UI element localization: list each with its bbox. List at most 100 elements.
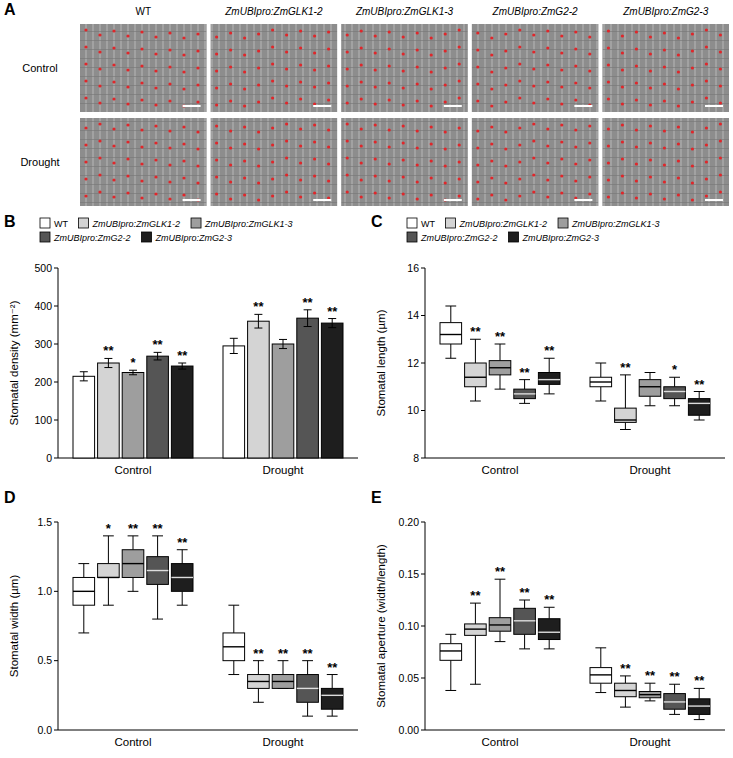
- box: [73, 577, 95, 605]
- whisker-lower: [475, 387, 476, 401]
- median: [73, 591, 95, 592]
- median: [440, 334, 462, 335]
- stoma-marker: [649, 103, 652, 106]
- whisker-lower: [258, 688, 259, 702]
- stoma-marker: [649, 124, 652, 127]
- stoma-marker: [444, 100, 447, 103]
- whisker-cap: [669, 714, 680, 715]
- y-tick-label: 0.0: [37, 724, 52, 736]
- stoma-marker: [663, 129, 666, 132]
- stoma-marker: [677, 193, 680, 196]
- stoma-marker: [140, 98, 143, 101]
- whisker-lower: [450, 660, 451, 690]
- stoma-marker: [84, 28, 87, 31]
- stoma-marker: [140, 179, 143, 182]
- stoma-marker: [560, 174, 563, 177]
- stoma-marker: [215, 158, 218, 161]
- stoma-marker: [663, 31, 666, 34]
- stoma-marker: [635, 179, 638, 182]
- legend-entry: ZmUBIpro:ZmG2-2: [407, 232, 498, 243]
- whisker-upper: [699, 688, 700, 698]
- stoma-marker: [154, 175, 157, 178]
- stoma-marker: [243, 104, 246, 107]
- stoma-marker: [691, 147, 694, 150]
- micrograph: [211, 118, 338, 206]
- y-tick: [421, 315, 425, 316]
- stoma-marker: [215, 86, 218, 89]
- whisker-lower: [233, 661, 234, 675]
- y-tick: [421, 574, 425, 575]
- median: [688, 705, 710, 706]
- error-bar: [254, 314, 262, 328]
- stoma-marker: [196, 66, 199, 69]
- stoma-marker: [546, 29, 549, 32]
- panel-letter: E: [371, 489, 382, 506]
- stoma-marker: [271, 62, 274, 65]
- stoma-marker: [691, 130, 694, 133]
- stoma-marker: [430, 36, 433, 39]
- whisker-upper: [600, 648, 601, 668]
- median: [223, 646, 245, 647]
- stoma-marker: [430, 125, 433, 128]
- stoma-marker: [649, 35, 652, 38]
- stoma-marker: [607, 97, 610, 100]
- stoma-marker: [635, 47, 638, 50]
- stoma-marker: [621, 34, 624, 37]
- stoma-marker: [112, 46, 115, 49]
- stoma-marker: [719, 173, 722, 176]
- stoma-marker: [196, 100, 199, 103]
- stoma-marker: [719, 33, 722, 36]
- stoma-marker: [243, 125, 246, 128]
- stoma-marker: [271, 194, 274, 197]
- stoma-marker: [112, 127, 115, 130]
- significance: **: [520, 585, 531, 600]
- stoma-marker: [313, 51, 316, 54]
- significance: **: [470, 324, 481, 339]
- stoma-marker: [346, 33, 349, 36]
- stoma-marker: [299, 127, 302, 130]
- whisker-lower: [450, 344, 451, 358]
- stoma-marker: [635, 81, 638, 84]
- annotations: *************: [470, 324, 705, 391]
- median: [122, 563, 144, 564]
- stoma-marker: [374, 68, 377, 71]
- stoma-marker: [490, 176, 493, 179]
- marks: [440, 579, 710, 719]
- stoma-marker: [458, 177, 461, 180]
- stoma-marker: [458, 143, 461, 146]
- whisker-lower: [307, 702, 308, 716]
- stoma-marker: [677, 142, 680, 145]
- y-tick-label: 12: [407, 357, 419, 369]
- stoma-marker: [168, 129, 171, 132]
- stoma-marker: [285, 173, 288, 176]
- stoma-marker: [705, 126, 708, 129]
- column-label: ZmUBIpro:ZmG2-2: [492, 6, 578, 17]
- stoma-marker: [257, 147, 260, 150]
- whisker-upper: [625, 676, 626, 683]
- stoma-marker: [327, 64, 330, 67]
- stoma-marker: [299, 144, 302, 147]
- y-tick-label: 200: [34, 376, 52, 388]
- whisker-lower: [699, 714, 700, 719]
- stoma-marker: [504, 198, 507, 201]
- stoma-marker: [98, 84, 101, 87]
- stoma-marker: [719, 101, 722, 104]
- stoma-marker: [677, 125, 680, 128]
- box: [440, 644, 462, 661]
- legend-entry: WT: [407, 218, 435, 229]
- stoma-marker: [299, 46, 302, 49]
- y-axis-title: Stomatal aperture (width/length): [375, 544, 387, 708]
- box: [664, 387, 686, 399]
- whisker-upper: [524, 380, 525, 390]
- stoma-marker: [229, 197, 232, 200]
- stoma-marker: [444, 66, 447, 69]
- stoma-marker: [546, 63, 549, 66]
- stoma-marker: [546, 46, 549, 49]
- stoma-marker: [388, 98, 391, 101]
- stoma-marker: [215, 52, 218, 55]
- box: [223, 633, 245, 661]
- stoma-marker: [546, 97, 549, 100]
- y-tick-label: 0.05: [399, 672, 420, 684]
- stoma-marker: [126, 68, 129, 71]
- stoma-marker: [663, 65, 666, 68]
